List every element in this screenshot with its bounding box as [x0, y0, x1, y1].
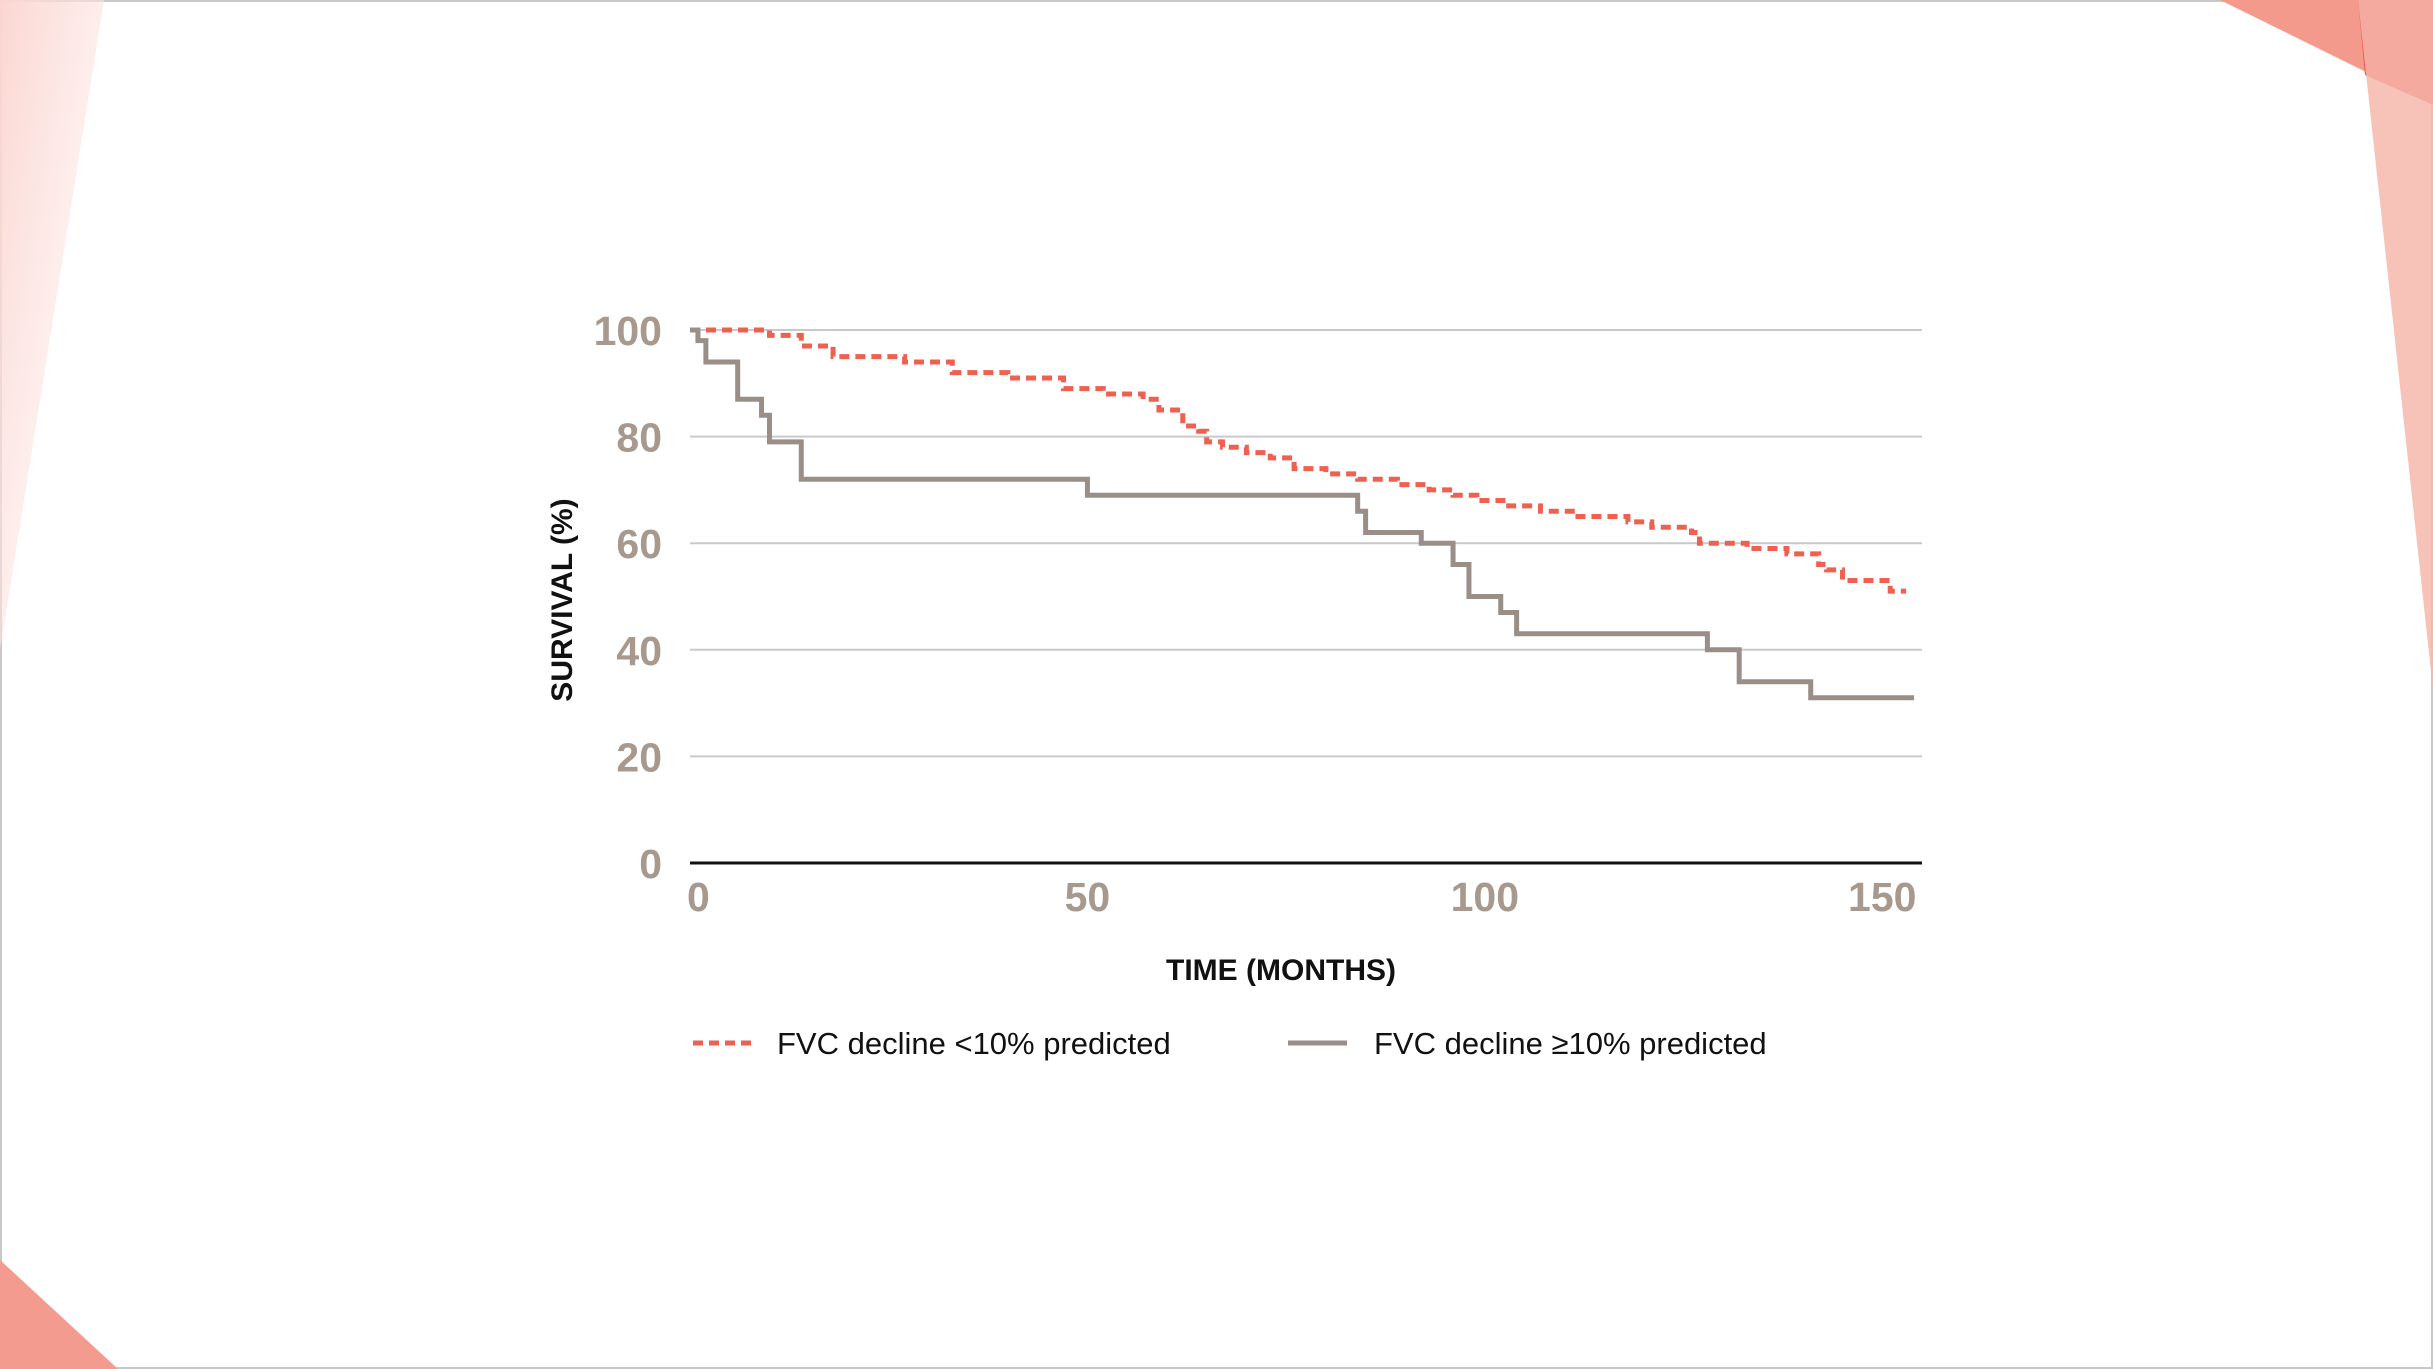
- series-group: [690, 327, 1915, 701]
- y-tick-label-100: 100: [594, 308, 662, 354]
- y-tick-label-20: 20: [616, 734, 662, 780]
- y-axis-title: SURVIVAL (%): [546, 498, 579, 701]
- series-line-0: [690, 327, 1907, 594]
- legend-label-fvc-above-10: FVC decline ≥10% predicted: [1374, 1026, 1767, 1061]
- y-axis-tick-labels: 0 20 40 60 80 100: [594, 308, 662, 887]
- legend-item-fvc-below-10: FVC decline <10% predicted: [693, 1026, 1171, 1061]
- legend: FVC decline <10% predicted FVC decline ≥…: [693, 1026, 1767, 1061]
- top-left-decor-shape: [0, 0, 104, 650]
- right-edge-decor-shape: [2358, 0, 2433, 690]
- legend-item-fvc-above-10: FVC decline ≥10% predicted: [1288, 1026, 1767, 1061]
- series-line-1: [690, 327, 1915, 701]
- x-tick-label-150: 150: [1848, 874, 1916, 920]
- y-tick-label-40: 40: [616, 628, 662, 674]
- y-tick-label-80: 80: [616, 415, 662, 461]
- y-tick-label-0: 0: [639, 841, 662, 887]
- legend-label-fvc-below-10: FVC decline <10% predicted: [777, 1026, 1171, 1061]
- y-tick-label-60: 60: [616, 521, 662, 567]
- x-tick-label-100: 100: [1451, 874, 1519, 920]
- bottom-left-decor-shape: [0, 1260, 118, 1369]
- x-tick-label-50: 50: [1065, 874, 1111, 920]
- x-tick-label-0: 0: [687, 874, 710, 920]
- x-axis-title: TIME (MONTHS): [1166, 954, 1396, 987]
- x-axis-tick-labels: 0 50 100 150: [687, 874, 1916, 920]
- survival-chart: 0 20 40 60 80 100 0 50 100 150 SURVIVAL (%) TIME…: [546, 308, 1922, 1061]
